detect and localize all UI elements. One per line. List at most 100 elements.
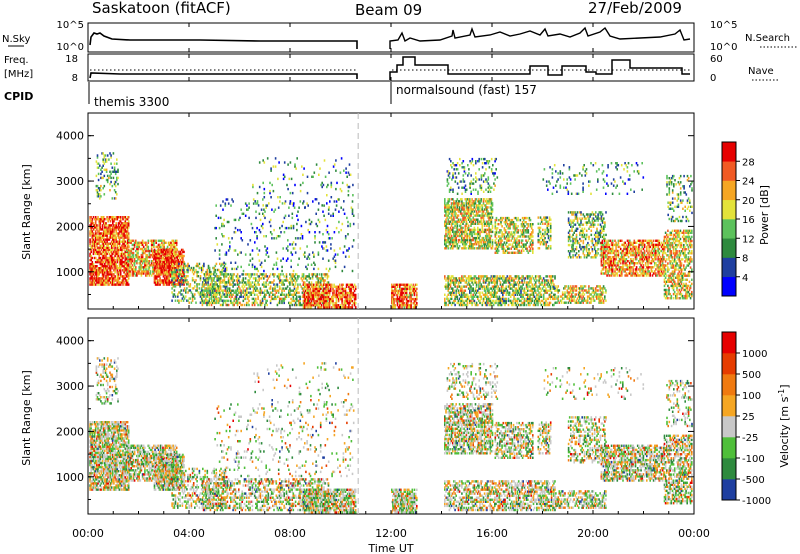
power-cell: [300, 224, 303, 228]
power-cell: [118, 244, 121, 247]
power-cell: [301, 275, 304, 278]
power-cell: [105, 238, 107, 241]
power-cell: [467, 247, 470, 250]
power-cell: [479, 210, 481, 213]
power-cell: [166, 277, 168, 280]
power-cell: [225, 251, 228, 254]
power-cell: [89, 220, 91, 223]
power-cell: [414, 289, 417, 293]
power-cell: [122, 246, 124, 249]
power-cell: [313, 287, 315, 290]
power-cell: [477, 204, 479, 207]
power-cell: [461, 238, 463, 242]
power-cell: [396, 304, 399, 307]
power-cell: [273, 293, 275, 296]
power-cell: [452, 238, 454, 242]
power-cell: [226, 293, 229, 296]
power-cell: [318, 293, 321, 297]
power-cell: [487, 240, 489, 244]
power-cell: [480, 243, 482, 246]
power-cell: [156, 245, 159, 249]
power-cell: [464, 247, 467, 250]
power-cell: [302, 306, 305, 309]
power-cell: [109, 242, 112, 245]
power-cell: [173, 285, 176, 288]
power-cell: [354, 297, 357, 301]
power-cell: [123, 238, 125, 241]
power-cell: [124, 216, 127, 219]
power-cell: [146, 245, 148, 249]
power-cell: [269, 218, 272, 222]
power-cell: [158, 269, 160, 272]
power-cell: [487, 234, 489, 238]
power-cell: [247, 295, 249, 298]
power-cell: [270, 196, 272, 199]
power-cell: [340, 206, 342, 209]
power-cell: [310, 295, 313, 299]
power-cell: [348, 173, 351, 176]
power-cell: [170, 256, 173, 260]
power-cell: [290, 301, 292, 305]
power-cell: [137, 247, 139, 251]
power-cell: [273, 210, 275, 213]
power-cell: [403, 302, 406, 305]
power-cell: [406, 287, 409, 291]
power-cell: [92, 267, 95, 270]
power-cell: [89, 279, 91, 282]
power-cell: [148, 268, 151, 271]
power-cell: [169, 252, 172, 256]
power-cell: [249, 277, 251, 280]
power-cell: [455, 232, 457, 236]
power-cell: [116, 254, 119, 258]
power-cell: [450, 210, 453, 213]
power-cell: [245, 301, 248, 305]
power-cell: [454, 224, 456, 227]
power-cell: [447, 210, 449, 213]
power-cell: [174, 260, 176, 264]
power-cell: [463, 218, 465, 221]
power-cell: [471, 210, 473, 213]
power-cell: [101, 265, 104, 268]
power-cell: [489, 212, 492, 215]
power-cell: [475, 238, 478, 242]
power-cell: [452, 206, 454, 209]
power-cell: [414, 306, 417, 309]
power-cell: [113, 256, 115, 260]
power-cell: [104, 248, 106, 252]
power-cell: [406, 302, 409, 305]
power-cell: [449, 228, 452, 232]
power-cell: [465, 204, 468, 207]
power-cell: [210, 270, 212, 274]
power-cell: [454, 222, 456, 225]
power-cell: [453, 289, 455, 292]
power-cell: [285, 259, 288, 262]
power-cell: [487, 214, 489, 217]
power-cell: [119, 234, 122, 237]
power-cell: [154, 250, 157, 254]
power-cell: [186, 283, 188, 286]
power-cell: [163, 269, 166, 272]
power-cell: [100, 168, 102, 171]
power-cell: [122, 218, 124, 221]
power-cell: [131, 264, 134, 267]
power-cell: [89, 283, 91, 286]
power-cell: [489, 218, 492, 221]
power-cell: [450, 275, 453, 278]
power-cell: [215, 295, 217, 298]
power-cell: [99, 164, 101, 167]
power-cell: [105, 269, 107, 272]
power-cell: [228, 275, 231, 278]
power-cell: [396, 302, 399, 305]
power-cell: [183, 254, 185, 258]
freq-unit: [MHz]: [4, 69, 33, 80]
power-cell: [281, 279, 283, 282]
power-cell: [106, 216, 108, 219]
power-cell: [123, 271, 125, 274]
power-cell: [275, 289, 278, 292]
power-cell: [240, 303, 242, 307]
power-cell: [487, 228, 489, 232]
power-cell: [457, 200, 460, 203]
power-cell: [288, 295, 290, 298]
power-cell: [182, 268, 185, 272]
power-cell: [174, 248, 176, 252]
